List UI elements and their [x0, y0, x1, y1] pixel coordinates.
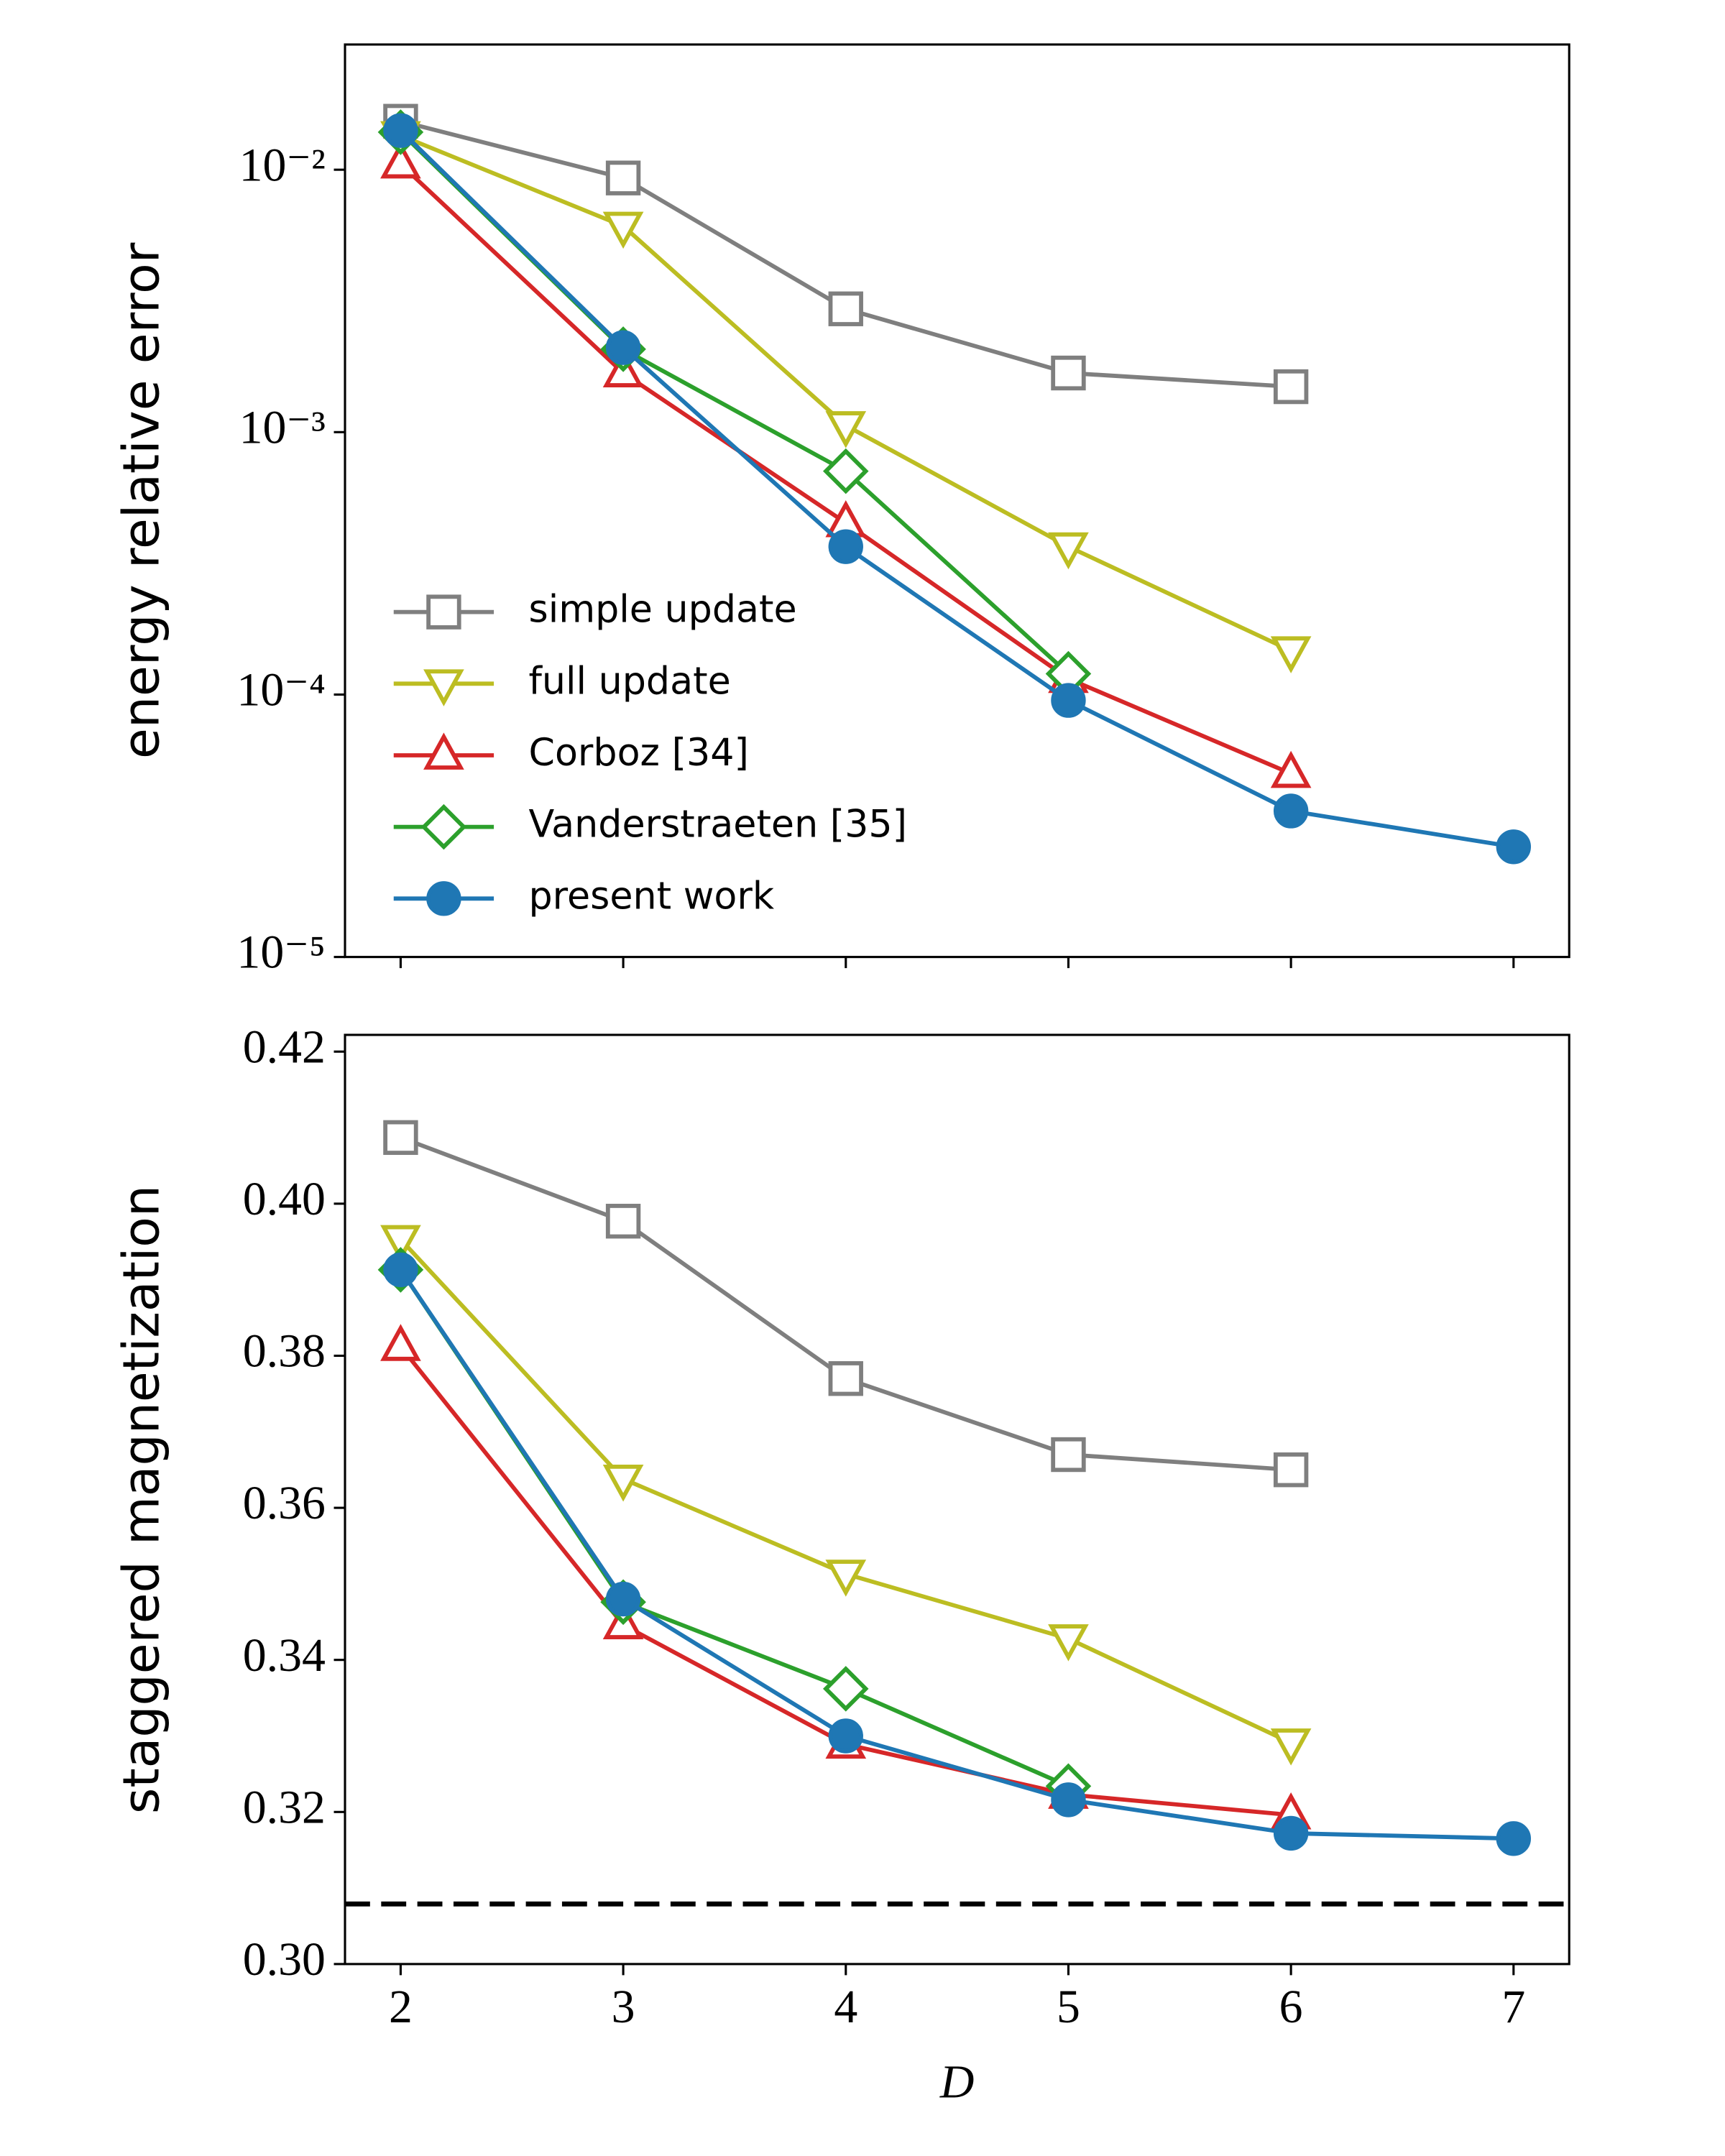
marker — [825, 1560, 867, 1597]
x-axis-label: D — [939, 2055, 975, 2108]
marker — [383, 113, 418, 148]
series-line — [400, 133, 1292, 653]
y-tick-label: 10⁻² — [239, 139, 326, 191]
marker — [1273, 369, 1309, 405]
marker — [605, 160, 641, 195]
marker — [380, 1324, 421, 1361]
marker — [602, 1464, 644, 1502]
y-axis-label: staggered magnetization — [112, 1185, 170, 1814]
legend-entry: Vanderstraeten [35] — [393, 803, 907, 850]
series-line — [399, 129, 1514, 849]
marker — [825, 411, 867, 448]
plot-frame — [344, 1033, 1570, 1966]
series — [380, 121, 1312, 673]
marker — [1048, 532, 1089, 570]
series — [383, 1252, 1531, 1856]
y-tick-label: 10⁻³ — [239, 401, 326, 453]
marker — [602, 211, 644, 249]
y-tick-label: 0.36 — [243, 1477, 326, 1529]
legend-entry: simple update — [393, 589, 797, 632]
marker — [1051, 355, 1086, 391]
y-tick-label: 0.32 — [243, 1781, 326, 1833]
marker — [380, 1225, 421, 1263]
y-tick-label: 0.30 — [243, 1933, 326, 1986]
legend-label: Corboz [34] — [528, 732, 748, 775]
y-tick-label: 10⁻⁵ — [236, 926, 325, 979]
marker — [1051, 1437, 1086, 1473]
y-tick-label: 10⁻⁴ — [236, 664, 325, 717]
marker — [1270, 750, 1312, 788]
legend-entry: full update — [393, 660, 731, 706]
marker — [605, 1204, 641, 1239]
marker — [828, 1718, 863, 1754]
marker — [420, 803, 467, 850]
marker — [423, 669, 464, 706]
marker — [828, 291, 863, 326]
x-tick-label: 7 — [1501, 1981, 1525, 2033]
marker — [605, 330, 641, 365]
marker — [605, 1581, 641, 1617]
x-tick-label: 3 — [612, 1981, 635, 2033]
x-tick-label: 5 — [1057, 1981, 1080, 2033]
marker — [822, 1666, 869, 1712]
marker — [423, 732, 464, 770]
marker — [383, 1120, 418, 1156]
marker — [1048, 1624, 1089, 1662]
legend-label: Vanderstraeten [35] — [528, 803, 907, 847]
marker — [828, 1361, 863, 1396]
legend-label: full update — [528, 660, 730, 703]
marker — [1496, 1821, 1531, 1856]
marker — [828, 529, 863, 564]
marker — [1273, 1452, 1309, 1488]
y-tick-label: 0.40 — [243, 1173, 326, 1225]
y-tick-label: 0.34 — [243, 1629, 326, 1682]
legend-entry: present work — [393, 875, 775, 918]
series-line — [400, 1135, 1292, 1473]
marker — [426, 881, 461, 916]
series-line — [400, 119, 1292, 389]
marker — [1273, 1815, 1309, 1851]
marker — [380, 141, 421, 179]
marker — [1051, 683, 1086, 718]
marker — [426, 594, 461, 630]
series — [383, 113, 1531, 865]
series-line — [399, 1268, 1514, 1841]
legend-label: simple update — [528, 589, 796, 632]
y-axis-label: energy relative error — [112, 242, 170, 759]
legend-label: present work — [528, 875, 774, 918]
marker — [1270, 1728, 1312, 1766]
x-tick-label: 6 — [1279, 1981, 1303, 2033]
x-tick-label: 4 — [834, 1981, 857, 2033]
x-tick-label: 2 — [389, 1981, 413, 2033]
marker — [383, 1252, 418, 1288]
legend-entry: Corboz [34] — [393, 732, 749, 775]
y-tick-label: 0.38 — [243, 1325, 326, 1378]
series — [383, 1120, 1309, 1488]
plot-frame — [344, 43, 1570, 959]
y-tick-label: 0.42 — [243, 1021, 326, 1073]
marker — [1270, 636, 1312, 673]
marker — [1496, 829, 1531, 865]
marker — [822, 448, 869, 494]
marker — [1273, 793, 1309, 829]
marker — [1051, 1782, 1086, 1818]
series — [380, 1225, 1312, 1766]
